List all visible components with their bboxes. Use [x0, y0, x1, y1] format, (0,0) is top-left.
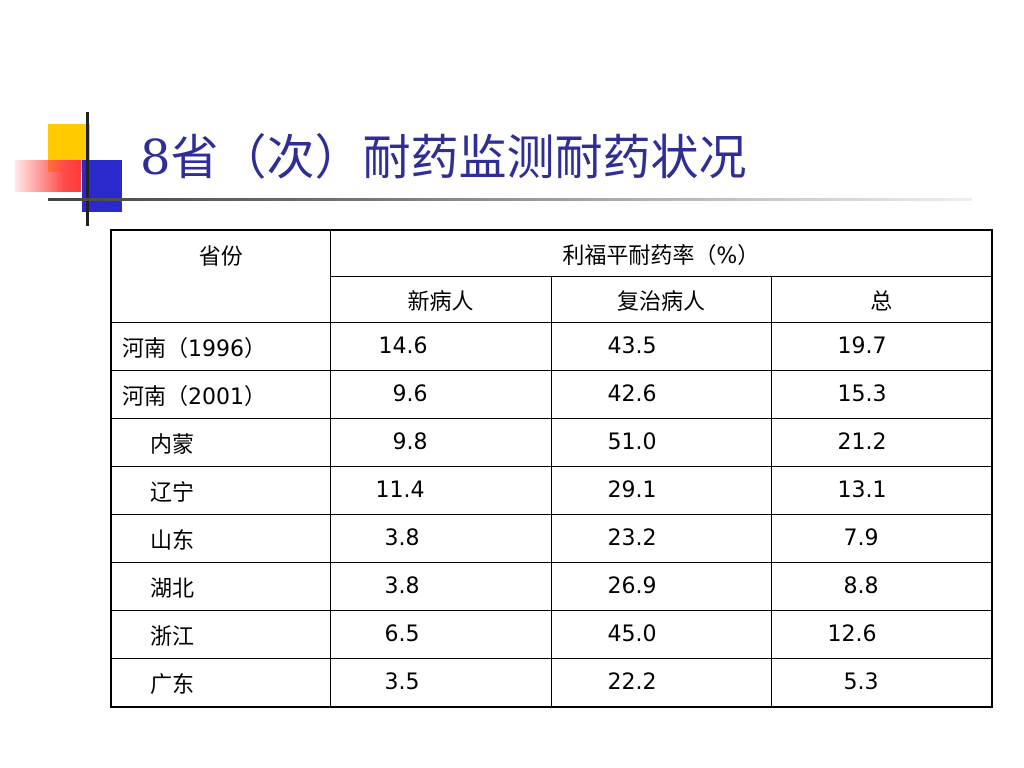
total-rate-cell: 19.7	[770, 322, 993, 371]
total-rate-cell: 13.1	[770, 466, 993, 515]
total-rate-cell: 12.6	[770, 610, 993, 659]
new-rate-cell: 9.6	[329, 370, 552, 419]
table-row: 内蒙 9.8 51.0 21.2	[110, 418, 993, 467]
table-row: 山东 3.8 23.2 7.9	[110, 514, 993, 563]
table-row: 河南（1996） 14.6 43.5 19.7	[110, 322, 993, 371]
total-rate-cell: 7.9	[770, 514, 993, 563]
header-retreated-patients: 复治病人	[550, 276, 772, 323]
new-rate-cell: 14.6	[329, 322, 552, 371]
total-rate-cell: 5.3	[770, 658, 993, 708]
table-row: 湖北 3.8 26.9 8.8	[110, 562, 993, 611]
retreated-rate-cell: 45.0	[550, 610, 772, 659]
header-total: 总	[770, 276, 993, 323]
slide-title: 8省（次）耐药监测耐药状况	[140, 130, 747, 186]
province-cell: 广东	[110, 658, 331, 708]
retreated-rate-cell: 23.2	[550, 514, 772, 563]
total-rate-cell: 15.3	[770, 370, 993, 419]
retreated-rate-cell: 42.6	[550, 370, 772, 419]
new-rate-cell: 9.8	[329, 418, 552, 467]
province-cell: 浙江	[110, 610, 331, 659]
retreated-rate-cell: 51.0	[550, 418, 772, 467]
header-new-patients: 新病人	[329, 276, 552, 323]
retreated-rate-cell: 22.2	[550, 658, 772, 708]
province-cell: 辽宁	[110, 466, 331, 515]
table-row: 广东 3.5 22.2 5.3	[110, 658, 993, 708]
retreated-rate-cell: 26.9	[550, 562, 772, 611]
province-cell: 湖北	[110, 562, 331, 611]
table-row: 辽宁 11.4 29.1 13.1	[110, 466, 993, 515]
retreated-rate-cell: 29.1	[550, 466, 772, 515]
title-underline	[48, 198, 972, 201]
total-rate-cell: 8.8	[770, 562, 993, 611]
header-province: 省份	[110, 229, 331, 323]
table-row: 河南（2001） 9.6 42.6 15.3	[110, 370, 993, 419]
new-rate-cell: 3.5	[329, 658, 552, 708]
province-cell: 内蒙	[110, 418, 331, 467]
province-cell: 山东	[110, 514, 331, 563]
total-rate-cell: 21.2	[770, 418, 993, 467]
new-rate-cell: 3.8	[329, 562, 552, 611]
new-rate-cell: 6.5	[329, 610, 552, 659]
new-rate-cell: 11.4	[329, 466, 552, 515]
province-cell: 河南（2001）	[110, 370, 331, 419]
resistance-table: 省份 利福平耐药率（%） 新病人 复治病人 总 河南（1996） 14.6 43…	[110, 229, 994, 708]
decor-red-bar	[15, 160, 81, 192]
province-cell: 河南（1996）	[110, 322, 331, 371]
decor-vertical-line	[86, 112, 89, 226]
retreated-rate-cell: 43.5	[550, 322, 772, 371]
table-row: 浙江 6.5 45.0 12.6	[110, 610, 993, 659]
header-rifampicin-rate: 利福平耐药率（%）	[329, 229, 993, 277]
new-rate-cell: 3.8	[329, 514, 552, 563]
